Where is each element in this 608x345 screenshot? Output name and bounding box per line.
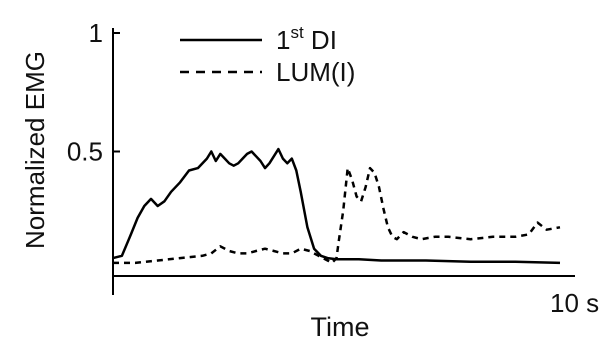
legend-item-lum: LUM(I) — [180, 57, 355, 87]
legend-label-1st-di-sup: st — [290, 23, 304, 42]
legend-label-1st-di-base: 1 — [276, 25, 290, 55]
series-line-lum — [113, 166, 561, 265]
y-tick-label-1: 1 — [89, 18, 103, 48]
series-line-1st-di — [112, 147, 561, 265]
legend-label-1st-di: 1st DI — [276, 23, 337, 55]
legend-label-lum: LUM(I) — [276, 57, 355, 87]
legend-label-1st-di-rest: DI — [304, 25, 337, 55]
legend: 1st DI LUM(I) — [180, 23, 355, 87]
y-axis-label: Normalized EMG — [20, 51, 50, 249]
x-axis-label: Time — [311, 312, 370, 342]
y-tick-label-0: 0.5 — [67, 137, 103, 167]
legend-item-1st-di: 1st DI — [180, 23, 337, 55]
x-tick-label-0: 10 s — [550, 288, 599, 318]
